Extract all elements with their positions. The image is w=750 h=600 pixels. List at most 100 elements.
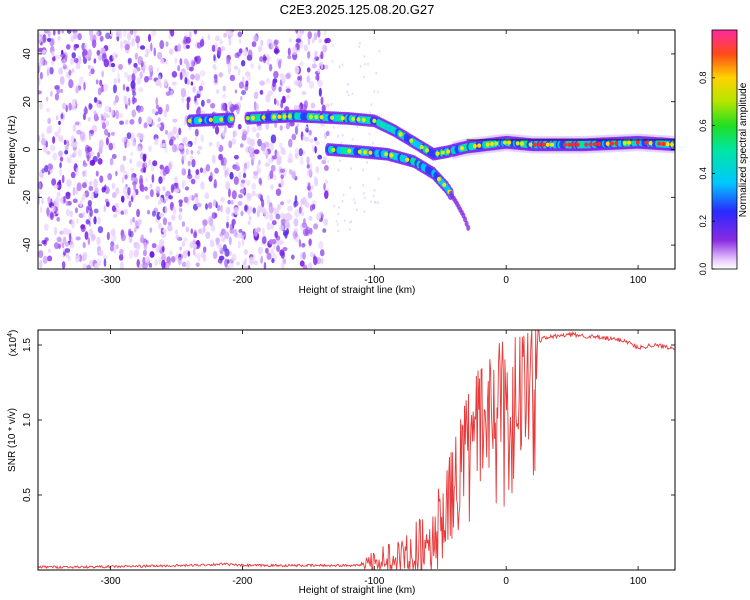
noise-speck (337, 134, 340, 138)
noise-speck (162, 167, 167, 177)
noise-speck (93, 112, 99, 122)
noise-speck (295, 30, 299, 34)
noise-speck (110, 109, 115, 117)
noise-speck (180, 88, 186, 98)
noise-speck (39, 206, 43, 214)
spectrogram-x-axis: -300 -200 -100 0 100 (101, 30, 647, 286)
noise-speck (269, 184, 274, 190)
noise-speck (338, 159, 341, 163)
noise-speck (207, 34, 211, 41)
main-track-mark (472, 143, 477, 149)
noise-speck (220, 196, 226, 203)
main-track-mark (648, 140, 653, 146)
noise-speck (122, 83, 126, 91)
noise-speck (111, 67, 116, 73)
noise-speck (278, 224, 285, 232)
noise-speck (47, 255, 53, 262)
noise-speck (151, 121, 155, 127)
noise-speck (164, 205, 168, 214)
noise-speck (194, 253, 199, 259)
main-track-mark (520, 141, 525, 146)
noise-speck (148, 159, 152, 166)
noise-speck (77, 55, 82, 65)
noise-speck (107, 132, 111, 138)
noise-speck (238, 228, 243, 234)
noise-speck (38, 47, 43, 53)
noise-speck (341, 63, 344, 67)
noise-speck (314, 145, 317, 154)
noise-speck (230, 200, 234, 205)
noise-speck (117, 72, 120, 80)
noise-speck (186, 96, 191, 103)
noise-speck (162, 186, 166, 192)
noise-speck (61, 49, 64, 55)
noise-speck (214, 75, 218, 84)
noise-speck (313, 136, 318, 142)
noise-speck (306, 164, 310, 169)
noise-speck (82, 211, 86, 218)
noise-speck (95, 79, 99, 85)
noise-speck (179, 71, 183, 81)
x-tick-label: 0 (503, 576, 509, 587)
noise-speck (346, 83, 349, 86)
noise-speck (109, 31, 114, 37)
noise-speck (129, 119, 135, 125)
noise-speck (105, 120, 109, 127)
noise-speck (144, 256, 150, 263)
noise-speck (54, 242, 60, 250)
noise-speck (135, 249, 139, 257)
noise-speck (195, 262, 200, 267)
noise-speck (235, 165, 241, 172)
colorbar-label: Normalized spectral amplitude (738, 82, 749, 217)
noise-speck (165, 262, 170, 269)
noise-speck (65, 192, 71, 197)
noise-speck (370, 200, 373, 204)
secondary-track-mark (347, 148, 352, 154)
snr-y-axis: 0.5 1.0 1.5 (22, 338, 675, 502)
noise-speck (75, 236, 81, 241)
noise-speck (271, 238, 277, 245)
noise-speck (82, 160, 86, 165)
noise-speck (280, 174, 284, 180)
noise-speck (307, 31, 313, 40)
y-tick-label: 0 (22, 146, 33, 152)
noise-speck (253, 170, 259, 176)
noise-speck (284, 230, 288, 239)
noise-speck (226, 215, 230, 222)
noise-speck (338, 65, 341, 69)
noise-speck (235, 105, 240, 115)
noise-speck (178, 213, 182, 221)
noise-speck (60, 53, 66, 58)
noise-speck (105, 137, 109, 146)
main-track-mark (187, 118, 192, 124)
noise-speck (38, 135, 41, 143)
noise-speck (93, 178, 98, 188)
noise-speck (323, 190, 329, 200)
noise-speck (65, 208, 70, 217)
noise-speck (158, 257, 162, 265)
noise-speck (181, 179, 186, 187)
main-track-mark (446, 149, 451, 154)
noise-speck (41, 49, 47, 54)
main-track-mark (541, 142, 546, 147)
noise-speck (98, 249, 104, 257)
main-track-mark (584, 142, 589, 147)
noise-speck (73, 149, 78, 156)
noise-speck (325, 38, 331, 44)
noise-speck (271, 219, 277, 226)
noise-speck (53, 184, 59, 189)
noise-speck (269, 206, 275, 213)
main-track-mark (409, 138, 414, 143)
noise-speck (224, 125, 227, 134)
noise-speck (205, 164, 211, 172)
noise-speck (79, 200, 83, 208)
noise-speck (103, 205, 107, 213)
noise-speck (72, 198, 78, 204)
noise-speck (200, 134, 205, 143)
noise-speck (337, 168, 340, 172)
noise-speck (38, 77, 41, 86)
main-track-mark (550, 142, 555, 147)
noise-speck (278, 86, 282, 93)
noise-speck (155, 186, 161, 194)
noise-speck (234, 89, 238, 94)
